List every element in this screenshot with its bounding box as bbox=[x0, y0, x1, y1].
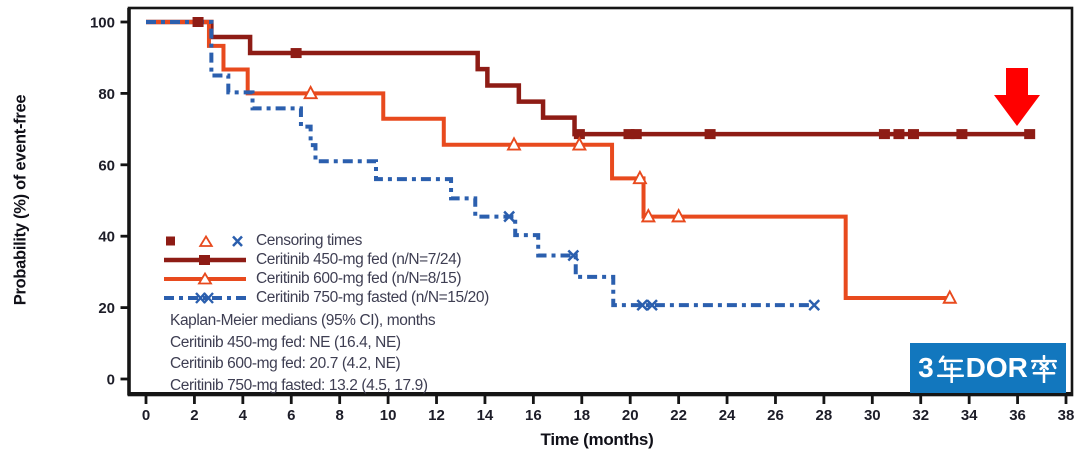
x-tick-label: 0 bbox=[142, 407, 150, 424]
x-tick-label: 8 bbox=[336, 407, 344, 424]
km-medians-block: Kaplan-Meier medians (95% CI), months Ce… bbox=[170, 310, 436, 396]
x-tick-label: 10 bbox=[380, 407, 397, 424]
y-tick-label: 20 bbox=[98, 300, 115, 317]
x-tick-label: 20 bbox=[622, 407, 639, 424]
marker-600-icon bbox=[197, 271, 213, 284]
dor-rate-latin: DOR bbox=[965, 352, 1028, 383]
y-tick-label: 80 bbox=[98, 86, 115, 103]
x-tick-label: 30 bbox=[864, 407, 881, 424]
median-line-450: Ceritinib 450-mg fed: NE (16.4, NE) bbox=[170, 333, 401, 351]
km-curve-2 bbox=[146, 20, 815, 308]
line-sample-450 bbox=[164, 254, 246, 265]
median-line-600: Ceritinib 600-mg fed: 20.7 (4.2, NE) bbox=[170, 355, 401, 372]
censor-square bbox=[573, 129, 585, 140]
legend-row-750: Ceritinib 750-mg fasted (n/N=15/20) bbox=[162, 288, 489, 307]
x-tick-label: 4 bbox=[239, 407, 248, 424]
medians-title: Kaplan-Meier medians (95% CI), months bbox=[170, 312, 436, 329]
censor-square-icon bbox=[166, 236, 175, 245]
censor-triangle bbox=[506, 136, 522, 151]
x-tick-label: 32 bbox=[912, 407, 929, 424]
x-tick-label: 24 bbox=[719, 407, 736, 424]
highlight-arrow-icon bbox=[994, 68, 1040, 126]
censor-triangle bbox=[942, 289, 958, 304]
censor-markers-sample bbox=[166, 234, 243, 247]
legend-label-600: Ceritinib 600-mg fed (n/N=8/15) bbox=[256, 269, 462, 287]
censor-x bbox=[636, 299, 649, 311]
legend: Censoring times Ceritinib 450-mg fed (n/… bbox=[162, 231, 489, 307]
censor-triangle bbox=[303, 84, 319, 100]
kanji-rate-glyph bbox=[1030, 355, 1057, 383]
censor-triangle bbox=[640, 208, 656, 223]
censor-square bbox=[1024, 129, 1036, 140]
censor-triangle bbox=[671, 208, 687, 223]
x-tick-label: 36 bbox=[1009, 407, 1026, 424]
line-sample-600 bbox=[164, 271, 246, 284]
x-tick-label: 38 bbox=[1058, 407, 1075, 424]
censor-square bbox=[907, 129, 919, 140]
legend-row-450: Ceritinib 450-mg fed (n/N=7/24) bbox=[162, 250, 489, 269]
x-axis-title: Time (months) bbox=[540, 430, 654, 449]
marker-750-icon bbox=[195, 291, 214, 304]
censor-x-icon bbox=[232, 235, 243, 247]
censor-x bbox=[567, 249, 580, 262]
censor-triangle-icon bbox=[198, 234, 214, 247]
km-curve-0 bbox=[146, 19, 1030, 137]
censor-square bbox=[623, 129, 635, 140]
y-tick-label: 100 bbox=[90, 15, 115, 32]
dor-rate-num: 3 bbox=[918, 352, 934, 383]
x-tick-label: 16 bbox=[525, 407, 542, 424]
marker-450-icon bbox=[199, 254, 210, 265]
legend-label-750: Ceritinib 750-mg fasted (n/N=15/20) bbox=[256, 288, 489, 306]
y-axis-title: Probability (%) of event-free bbox=[11, 94, 30, 306]
legend-row-censoring: Censoring times bbox=[162, 231, 489, 250]
censor-square bbox=[192, 17, 204, 27]
censor-square bbox=[704, 129, 716, 140]
x-tick-label: 12 bbox=[428, 407, 445, 424]
censor-square bbox=[956, 129, 968, 140]
y-tick-label: 40 bbox=[98, 229, 115, 246]
censor-x bbox=[646, 299, 658, 311]
legend-label-450: Ceritinib 450-mg fed (n/N=7/24) bbox=[256, 250, 462, 268]
y-tick-label: 60 bbox=[98, 157, 115, 174]
censor-triangle bbox=[571, 136, 587, 151]
x-tick-label: 22 bbox=[670, 407, 687, 424]
censor-triangle bbox=[632, 169, 648, 185]
x-tick-label: 26 bbox=[767, 407, 784, 424]
line-sample-750 bbox=[164, 291, 246, 304]
censor-square bbox=[290, 48, 302, 59]
legend-row-600: Ceritinib 600-mg fed (n/N=8/15) bbox=[162, 269, 489, 288]
x-tick-label: 28 bbox=[816, 407, 833, 424]
censor-square bbox=[630, 129, 642, 140]
x-tick-label: 34 bbox=[961, 407, 978, 424]
x-tick-label: 14 bbox=[477, 407, 494, 424]
legend-label-censoring: Censoring times bbox=[256, 231, 362, 249]
x-tick-label: 2 bbox=[190, 407, 198, 424]
censor-x bbox=[503, 210, 516, 223]
censor-square bbox=[878, 129, 890, 140]
censor-square bbox=[893, 129, 905, 140]
x-tick-label: 6 bbox=[287, 407, 295, 424]
dor-rate-box: 3 DOR bbox=[910, 343, 1066, 393]
y-tick-label: 0 bbox=[107, 372, 115, 389]
kanji-year-glyph bbox=[936, 355, 964, 383]
x-tick-label: 18 bbox=[573, 407, 590, 424]
median-line-750: Ceritinib 750-mg fasted: 13.2 (4.5, 17.9… bbox=[170, 376, 428, 394]
censor-x bbox=[808, 299, 821, 311]
